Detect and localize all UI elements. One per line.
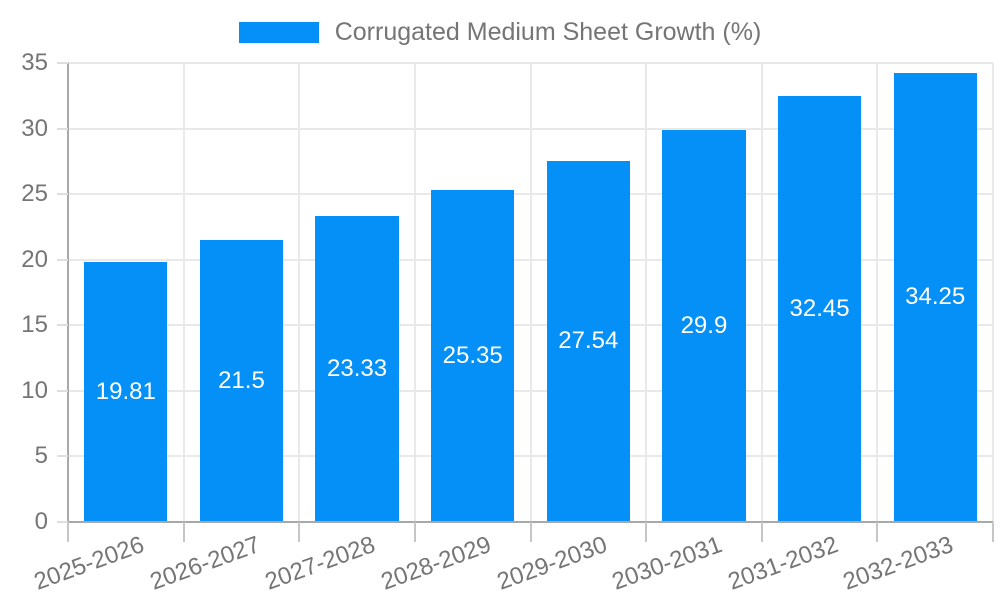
gridline-v [876, 63, 879, 522]
bar [431, 189, 515, 522]
gridline-v [645, 63, 648, 522]
x-tick-label: 2031-2032 [724, 531, 842, 596]
gridline-v [529, 63, 532, 522]
x-tick [182, 522, 185, 542]
x-tick-label: 2032-2033 [839, 531, 958, 596]
x-tick-label: 2027-2028 [261, 531, 379, 596]
bar-value-label: 19.81 [95, 378, 156, 406]
bar-value-label: 32.45 [789, 295, 850, 323]
x-tick [645, 522, 648, 542]
bar [546, 160, 630, 522]
x-tick [992, 522, 994, 542]
x-tick-label: 2030-2031 [608, 531, 726, 596]
x-tick [298, 522, 301, 542]
y-tick-label: 10 [21, 376, 48, 404]
x-tick-label: 2028-2029 [377, 531, 495, 596]
y-tick [57, 324, 68, 327]
bar-value-label: 21.5 [218, 367, 265, 395]
bar [315, 216, 399, 522]
x-tick-label: 2026-2027 [146, 531, 264, 596]
y-tick [57, 258, 68, 261]
x-tick-label: 2029-2030 [493, 531, 611, 596]
y-tick [57, 389, 68, 392]
legend-swatch [238, 22, 319, 43]
bar-value-label: 34.25 [905, 283, 966, 311]
x-tick-label: 2025-2026 [30, 531, 148, 596]
y-tick [57, 127, 68, 130]
gridline-v [182, 63, 185, 522]
chart-legend: Corrugated Medium Sheet Growth (%) [0, 20, 1000, 45]
y-tick [57, 521, 68, 523]
x-tick [876, 522, 879, 542]
y-tick-label: 15 [21, 311, 48, 339]
x-tick [67, 522, 69, 542]
x-tick [529, 522, 532, 542]
bar-value-label: 27.54 [558, 327, 619, 355]
y-tick-label: 0 [34, 508, 48, 535]
y-tick-label: 25 [21, 180, 48, 208]
bar [893, 72, 977, 522]
bar-value-label: 29.9 [680, 311, 728, 339]
y-tick [57, 193, 68, 196]
bar-value-label: 25.35 [442, 341, 503, 369]
bar [84, 262, 168, 522]
bar [662, 129, 746, 522]
gridline-v [760, 63, 763, 522]
y-tick-label: 20 [21, 245, 48, 273]
gridline-v [413, 63, 416, 522]
y-tick [57, 455, 68, 458]
y-tick-label: 30 [21, 114, 48, 142]
bar-value-label: 23.33 [327, 355, 388, 383]
gridline-v [298, 63, 301, 522]
y-axis-line [67, 63, 69, 542]
bar [777, 96, 862, 522]
y-tick [57, 62, 68, 64]
y-tick-label: 5 [34, 442, 48, 470]
legend-label: Corrugated Medium Sheet Growth (%) [334, 18, 762, 46]
x-tick [760, 522, 763, 542]
gridline-v [992, 63, 994, 522]
bar [199, 240, 284, 522]
x-tick [413, 522, 416, 542]
y-tick-label: 35 [21, 49, 48, 76]
